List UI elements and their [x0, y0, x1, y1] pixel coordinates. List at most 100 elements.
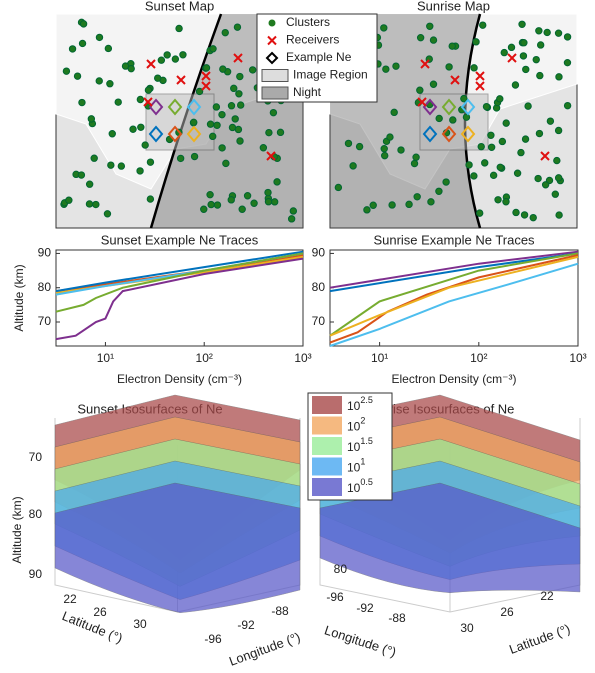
cluster	[449, 116, 457, 124]
receiver	[450, 75, 460, 85]
iso-legend-swatch	[312, 396, 342, 414]
cluster	[448, 42, 456, 50]
cluster	[73, 72, 82, 80]
cluster	[136, 167, 144, 175]
receiver	[540, 151, 550, 161]
cluster	[388, 201, 396, 209]
cluster	[349, 162, 357, 170]
cluster	[190, 118, 198, 127]
cluster	[369, 201, 377, 209]
cluster	[554, 29, 563, 37]
cluster	[213, 121, 221, 130]
cluster	[532, 55, 540, 64]
cluster	[230, 84, 238, 93]
cluster	[470, 172, 478, 180]
cluster	[129, 125, 137, 133]
cluster	[405, 200, 413, 209]
cluster	[536, 71, 544, 80]
cluster	[146, 195, 155, 203]
cluster	[512, 208, 520, 217]
lon-axis-label: Longitude (°)	[323, 622, 399, 659]
cluster	[219, 65, 227, 73]
cluster	[334, 183, 343, 192]
receiver	[176, 75, 186, 85]
ne-trace	[329, 252, 579, 337]
cluster	[222, 159, 230, 168]
cluster	[535, 27, 543, 35]
cluster	[416, 86, 424, 94]
iso-legend-label: 101.5	[347, 436, 373, 454]
label-base: 10	[347, 481, 361, 495]
cluster	[231, 115, 239, 123]
receiver	[143, 97, 153, 107]
cluster	[429, 80, 438, 88]
label-exponent: 2.5	[360, 395, 373, 405]
cluster	[264, 188, 272, 197]
iso-legend-label: 101	[347, 457, 365, 475]
cluster	[108, 130, 116, 138]
cluster	[435, 187, 443, 195]
x-tick-label: 10³	[294, 351, 311, 365]
cluster	[475, 209, 484, 217]
cluster	[78, 98, 86, 107]
cluster	[472, 38, 480, 46]
cluster	[264, 198, 273, 206]
cluster	[90, 154, 98, 162]
receiver	[201, 71, 211, 81]
x-axis-label: Electron Density (cm⁻³)	[117, 372, 242, 386]
cluster	[524, 102, 532, 110]
cluster	[106, 80, 114, 88]
cluster	[502, 119, 510, 127]
cluster	[534, 174, 542, 183]
legend-label: Example Ne	[286, 50, 352, 64]
ne-trace	[329, 255, 579, 337]
legend-label: Night	[293, 85, 322, 99]
iso-legend-label: 100.5	[347, 477, 373, 495]
y-tick-label: 70	[312, 314, 326, 328]
isosurface	[319, 482, 581, 594]
cluster	[92, 200, 100, 209]
iso-legend-swatch	[312, 416, 342, 435]
cluster	[481, 159, 489, 167]
z-tick-label: 80	[29, 507, 43, 521]
ne-trace	[55, 250, 304, 293]
cluster	[236, 137, 244, 145]
receiver	[201, 81, 211, 91]
cluster	[465, 161, 473, 169]
cluster	[494, 196, 502, 204]
example-ne	[167, 125, 183, 143]
cluster	[543, 28, 551, 37]
cluster	[380, 24, 388, 32]
cluster	[265, 128, 273, 137]
legend-label: Clusters	[286, 15, 330, 29]
cluster	[227, 196, 235, 204]
cluster	[273, 178, 281, 186]
y-tick-label: 80	[38, 280, 52, 294]
cluster	[179, 51, 187, 59]
example-ne	[186, 125, 202, 143]
cluster	[520, 39, 528, 47]
map-title: Sunrise Map	[417, 0, 490, 13]
cluster	[233, 23, 242, 31]
cluster	[487, 131, 495, 139]
cluster	[427, 198, 435, 206]
cluster	[380, 145, 388, 153]
cluster	[200, 205, 208, 213]
cluster	[563, 101, 572, 110]
cluster	[62, 67, 71, 75]
ne-trace	[55, 257, 304, 341]
cluster	[410, 159, 419, 168]
cluster	[176, 154, 185, 163]
chart-title: Sunrise Example Ne Traces	[373, 232, 535, 247]
cluster	[479, 21, 487, 29]
lon-axis-label: Longitude (°)	[227, 629, 302, 668]
cluster	[213, 201, 222, 209]
z-axis-label: Altitude (km)	[10, 496, 24, 563]
cluster	[68, 45, 77, 53]
cluster	[171, 55, 180, 63]
cluster	[462, 113, 471, 121]
cluster	[520, 211, 529, 219]
lat-tick-label: 30	[133, 617, 147, 631]
example-ne	[422, 125, 438, 143]
iso-legend-label: 102	[347, 416, 365, 434]
